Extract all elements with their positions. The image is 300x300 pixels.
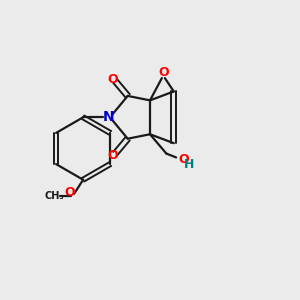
Text: O: O	[107, 73, 118, 86]
Text: H: H	[184, 158, 194, 171]
Text: O: O	[65, 186, 75, 199]
Text: N: N	[103, 110, 114, 124]
Text: O: O	[178, 153, 189, 166]
Text: O: O	[158, 66, 169, 79]
Text: O: O	[107, 148, 118, 162]
Text: CH₃: CH₃	[44, 191, 64, 201]
